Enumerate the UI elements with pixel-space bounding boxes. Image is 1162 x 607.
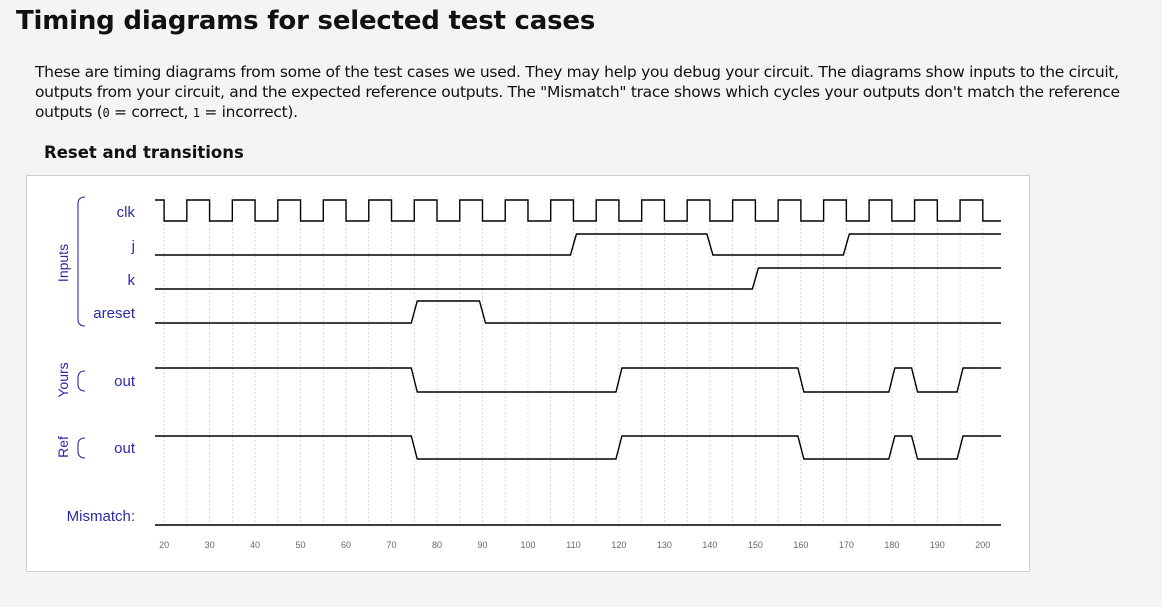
timing-diagram: Inputs Yours Ref clk j k areset out out … [55, 196, 1001, 550]
tick-label-190: 190 [930, 540, 945, 550]
tick-label-130: 130 [657, 540, 672, 550]
signal-label-yours-out: out [114, 373, 136, 390]
group-label-ref: Ref [55, 436, 71, 458]
tick-label-50: 50 [296, 540, 306, 550]
waveforms [155, 199, 1001, 526]
signal-label-areset: areset [93, 305, 136, 322]
signal-label-ref-out: out [114, 440, 136, 457]
yours-bracket [77, 370, 86, 392]
tick-label-100: 100 [520, 540, 535, 550]
time-axis-ticks: 20 30 40 50 60 70 80 90 100 110 120 130 140 150 160 170… [159, 540, 990, 550]
tick-label-160: 160 [793, 540, 808, 550]
tick-label-30: 30 [205, 540, 215, 550]
timing-diagram-panel: Inputs Yours Ref clk j k areset out out … [26, 175, 1030, 572]
intro-paragraph: These are timing diagrams from some of t… [35, 62, 1153, 123]
intro-text-2: = correct, [109, 103, 193, 121]
wave-ref-out [155, 435, 1001, 460]
tick-label-70: 70 [387, 540, 397, 550]
section-title: Reset and transitions [44, 143, 244, 162]
inputs-bracket [77, 196, 86, 327]
tick-label-180: 180 [884, 540, 899, 550]
group-label-yours: Yours [55, 362, 71, 397]
tick-label-80: 80 [432, 540, 442, 550]
intro-text-1: These are timing diagrams from some of t… [35, 63, 1120, 121]
tick-label-20: 20 [159, 540, 169, 550]
tick-label-140: 140 [702, 540, 717, 550]
wave-inputs-k [155, 267, 1001, 290]
tick-label-120: 120 [611, 540, 626, 550]
wave-inputs-j [155, 233, 1001, 256]
signal-label-k: k [128, 272, 136, 289]
wave-inputs-areset [155, 300, 1001, 324]
group-label-inputs: Inputs [55, 244, 71, 282]
ref-bracket [77, 437, 86, 459]
wave-inputs-clk [155, 199, 1001, 222]
intro-code-zero: 0 [102, 106, 110, 120]
intro-text-3: = incorrect). [199, 103, 298, 121]
tick-label-170: 170 [839, 540, 854, 550]
wave-yours-out [155, 367, 1001, 393]
tick-label-90: 90 [477, 540, 487, 550]
tick-label-110: 110 [566, 540, 580, 550]
intro-code-one: 1 [192, 106, 200, 120]
grid-lines [163, 196, 984, 528]
mismatch-label: Mismatch: [67, 508, 135, 525]
tick-label-40: 40 [250, 540, 260, 550]
tick-label-60: 60 [341, 540, 351, 550]
signal-label-clk: clk [117, 204, 136, 221]
signal-label-j: j [131, 238, 135, 255]
tick-label-200: 200 [975, 540, 990, 550]
tick-label-150: 150 [748, 540, 763, 550]
page-title: Timing diagrams for selected test cases [16, 6, 596, 36]
